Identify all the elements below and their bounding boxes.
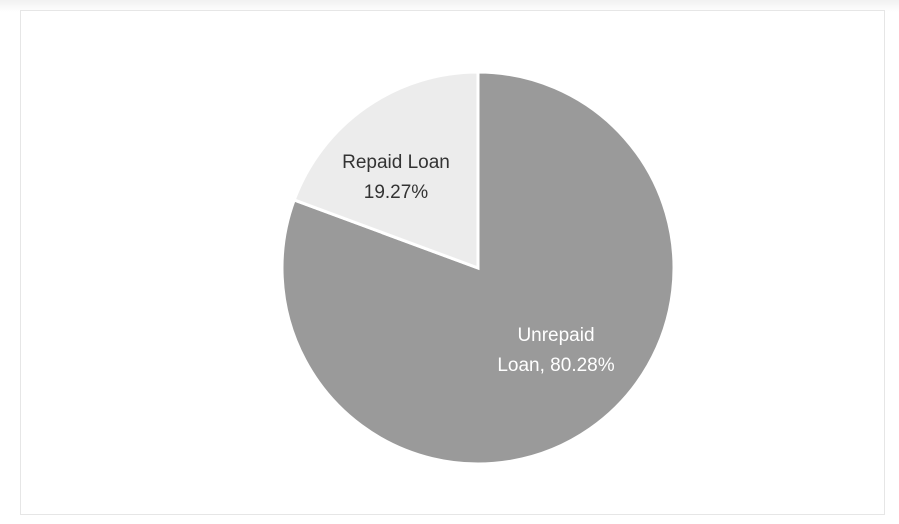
slice-label-line: 19.27% xyxy=(364,182,429,203)
pie-slices xyxy=(282,72,674,464)
slice-label-line: Loan, 80.28% xyxy=(497,355,614,376)
slice-label-line: Unrepaid xyxy=(517,325,594,346)
slice-label-line: Repaid Loan xyxy=(342,152,450,173)
